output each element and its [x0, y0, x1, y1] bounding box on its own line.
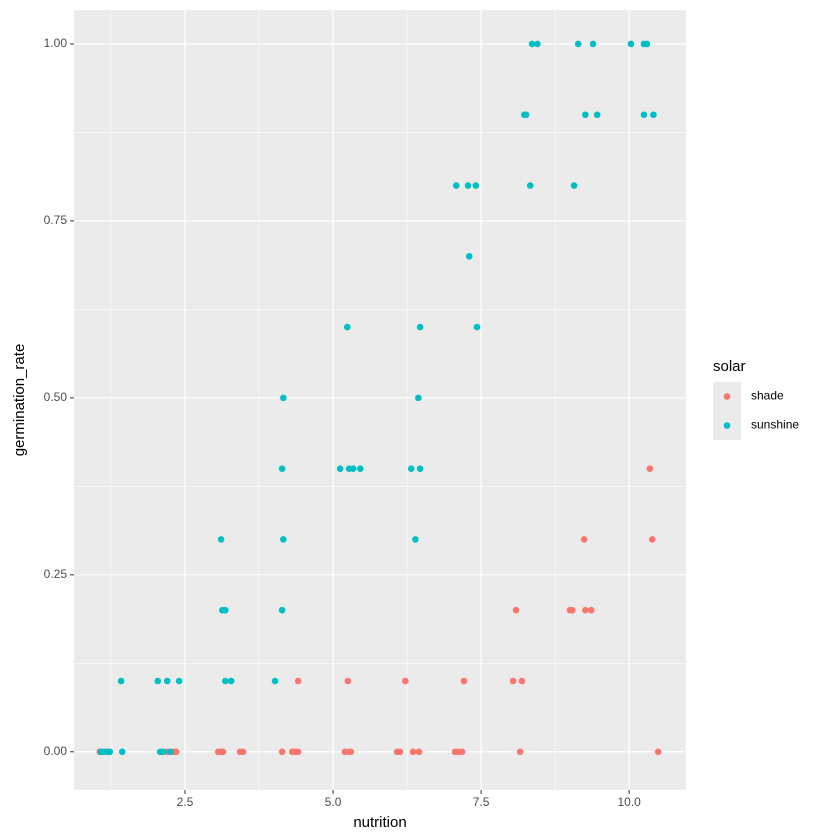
point	[221, 677, 229, 685]
y-tick-label: 1.00	[44, 36, 68, 50]
point	[458, 748, 466, 756]
point	[512, 606, 520, 614]
point	[416, 465, 424, 472]
y-axis-label: germination_rate	[11, 344, 28, 457]
legend: shade sunshine	[713, 382, 799, 440]
point	[522, 111, 530, 119]
point	[582, 111, 589, 119]
point	[294, 748, 302, 756]
point	[582, 606, 589, 614]
point	[640, 111, 648, 119]
point	[106, 748, 114, 756]
point	[452, 182, 460, 189]
point	[118, 748, 126, 756]
point	[416, 323, 424, 331]
point	[280, 536, 287, 543]
point	[117, 677, 125, 685]
point	[278, 748, 286, 756]
panel	[74, 10, 686, 790]
point	[570, 182, 578, 189]
point	[357, 465, 364, 472]
x-axis-label: nutrition	[353, 814, 406, 831]
point	[643, 40, 651, 48]
point	[654, 748, 662, 756]
point	[343, 323, 351, 331]
legend-symbol	[723, 422, 731, 429]
point	[534, 40, 541, 48]
point	[227, 677, 235, 685]
point	[516, 748, 524, 756]
point	[407, 465, 415, 472]
point	[278, 465, 286, 472]
point	[415, 748, 423, 756]
legend-symbol	[723, 393, 731, 400]
point	[294, 677, 302, 685]
point	[175, 677, 183, 685]
point	[280, 394, 287, 402]
point	[221, 606, 229, 614]
point	[402, 677, 409, 685]
point	[166, 748, 174, 756]
y-tick-label: 0.75	[44, 213, 68, 227]
point	[473, 323, 481, 331]
point	[528, 40, 536, 48]
point	[349, 465, 357, 472]
point	[159, 748, 167, 756]
x-tick-label: 5.0	[325, 795, 342, 809]
point	[217, 536, 225, 543]
x-tick-label: 7.5	[473, 795, 490, 809]
point	[587, 606, 595, 614]
y-tick-label: 0.25	[44, 567, 68, 581]
point	[518, 677, 526, 685]
point	[396, 748, 404, 756]
y-tick-label: 0.00	[44, 744, 68, 758]
points	[96, 40, 662, 756]
point	[154, 677, 162, 685]
point	[580, 536, 588, 543]
point	[412, 536, 419, 543]
point	[509, 677, 517, 685]
point	[650, 111, 657, 119]
legend-title: solar	[713, 358, 746, 375]
point	[574, 40, 582, 48]
legend-label: sunshine	[751, 418, 799, 432]
point	[465, 253, 473, 260]
point	[172, 748, 180, 756]
point	[347, 748, 355, 756]
point	[593, 111, 601, 119]
point	[271, 677, 279, 685]
point	[409, 748, 417, 756]
x-tick-label: 10.0	[617, 795, 641, 809]
point	[336, 465, 344, 472]
point	[344, 677, 352, 685]
x-tick-label: 2.5	[177, 795, 194, 809]
point	[569, 606, 576, 614]
point	[648, 536, 656, 543]
grid	[74, 10, 686, 790]
legend-label: shade	[751, 389, 784, 403]
point	[163, 677, 171, 685]
point	[239, 748, 247, 756]
y-tick-label: 0.50	[44, 390, 68, 404]
point	[627, 40, 635, 48]
point	[646, 465, 654, 472]
point	[464, 182, 472, 189]
point	[415, 394, 422, 402]
point	[460, 677, 468, 685]
point	[589, 40, 597, 48]
point	[278, 606, 286, 614]
point	[472, 182, 480, 189]
point	[526, 182, 534, 189]
point	[219, 748, 227, 756]
